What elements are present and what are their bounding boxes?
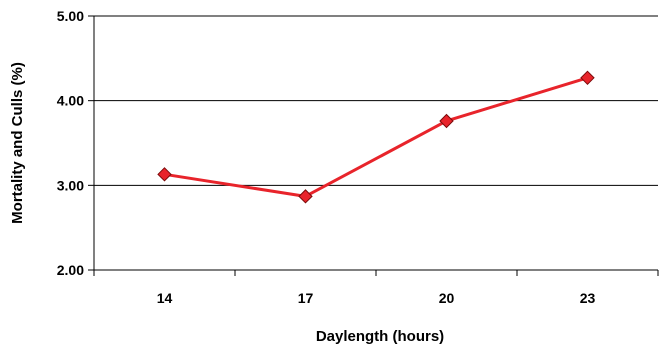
x-tick-label: 14 xyxy=(157,290,173,306)
x-tick-label: 23 xyxy=(580,290,596,306)
y-axis-title: Mortality and Culls (%) xyxy=(9,62,26,224)
x-tick-label: 17 xyxy=(298,290,314,306)
axes xyxy=(88,15,659,276)
series xyxy=(157,70,595,204)
y-tick-labels: 2.00 3.00 4.00 5.00 xyxy=(57,8,84,278)
gridlines xyxy=(94,15,658,186)
x-axis-title: Daylength (hours) xyxy=(316,328,444,345)
y-tick-label: 2.00 xyxy=(57,262,84,278)
y-tick-label: 5.00 xyxy=(57,8,84,24)
data-point-marker xyxy=(439,113,454,129)
x-tick-labels: 14 17 20 23 xyxy=(157,290,596,306)
data-point-marker xyxy=(298,189,313,204)
data-point-marker xyxy=(157,167,172,182)
series-line xyxy=(164,76,588,198)
y-tick-label: 3.00 xyxy=(57,177,84,193)
data-point-marker xyxy=(580,70,595,86)
y-tick-label: 4.00 xyxy=(57,93,84,109)
x-tick-label: 20 xyxy=(439,290,455,306)
